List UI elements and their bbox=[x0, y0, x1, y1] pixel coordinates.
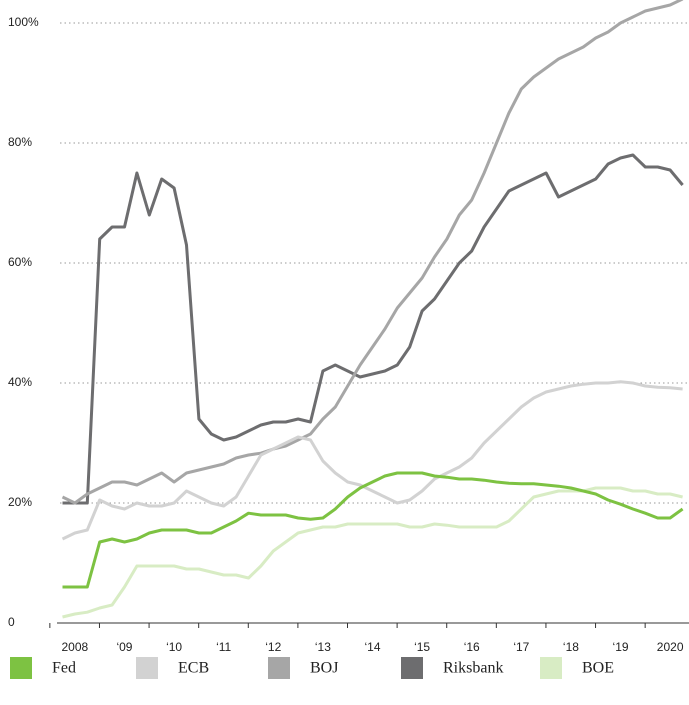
x-tick-label: ‘16 bbox=[464, 640, 480, 654]
y-tick-label: 20% bbox=[8, 495, 32, 509]
legend-swatch bbox=[401, 657, 423, 679]
x-tick-label: 2008 bbox=[62, 640, 89, 654]
x-tick-label: ‘17 bbox=[513, 640, 529, 654]
x-tick-label: ‘15 bbox=[414, 640, 430, 654]
series-line bbox=[62, 471, 684, 589]
series-line bbox=[61, 380, 683, 541]
x-tick-label: ‘09 bbox=[116, 640, 132, 654]
y-tick-label: 60% bbox=[8, 255, 32, 269]
legend-label: Fed bbox=[52, 660, 76, 677]
legend-swatch bbox=[136, 657, 158, 679]
legend-label: BOJ bbox=[310, 660, 338, 677]
x-tick-label: ‘14 bbox=[364, 640, 380, 654]
x-tick-label: ‘11 bbox=[216, 640, 231, 654]
y-tick-label: 100% bbox=[8, 15, 39, 29]
y-tick-label: 40% bbox=[8, 375, 32, 389]
x-tick-label: ‘10 bbox=[166, 640, 182, 654]
y-tick-label: 80% bbox=[8, 135, 32, 149]
legend-swatch bbox=[10, 657, 32, 679]
legend-label: ECB bbox=[178, 660, 209, 677]
x-tick-label: 2020 bbox=[657, 640, 684, 654]
legend-swatch bbox=[540, 657, 562, 679]
legend-swatch bbox=[268, 657, 290, 679]
x-tick-label: ‘19 bbox=[613, 640, 629, 654]
x-tick-label: ‘13 bbox=[315, 640, 331, 654]
legend-label: BOE bbox=[582, 660, 614, 677]
series-line bbox=[62, 153, 684, 505]
x-tick-label: ‘18 bbox=[563, 640, 579, 654]
legend-label: Riksbank bbox=[443, 660, 503, 677]
y-tick-label: 0 bbox=[8, 615, 15, 629]
x-tick-label: ‘12 bbox=[265, 640, 281, 654]
series-line bbox=[61, 0, 684, 505]
